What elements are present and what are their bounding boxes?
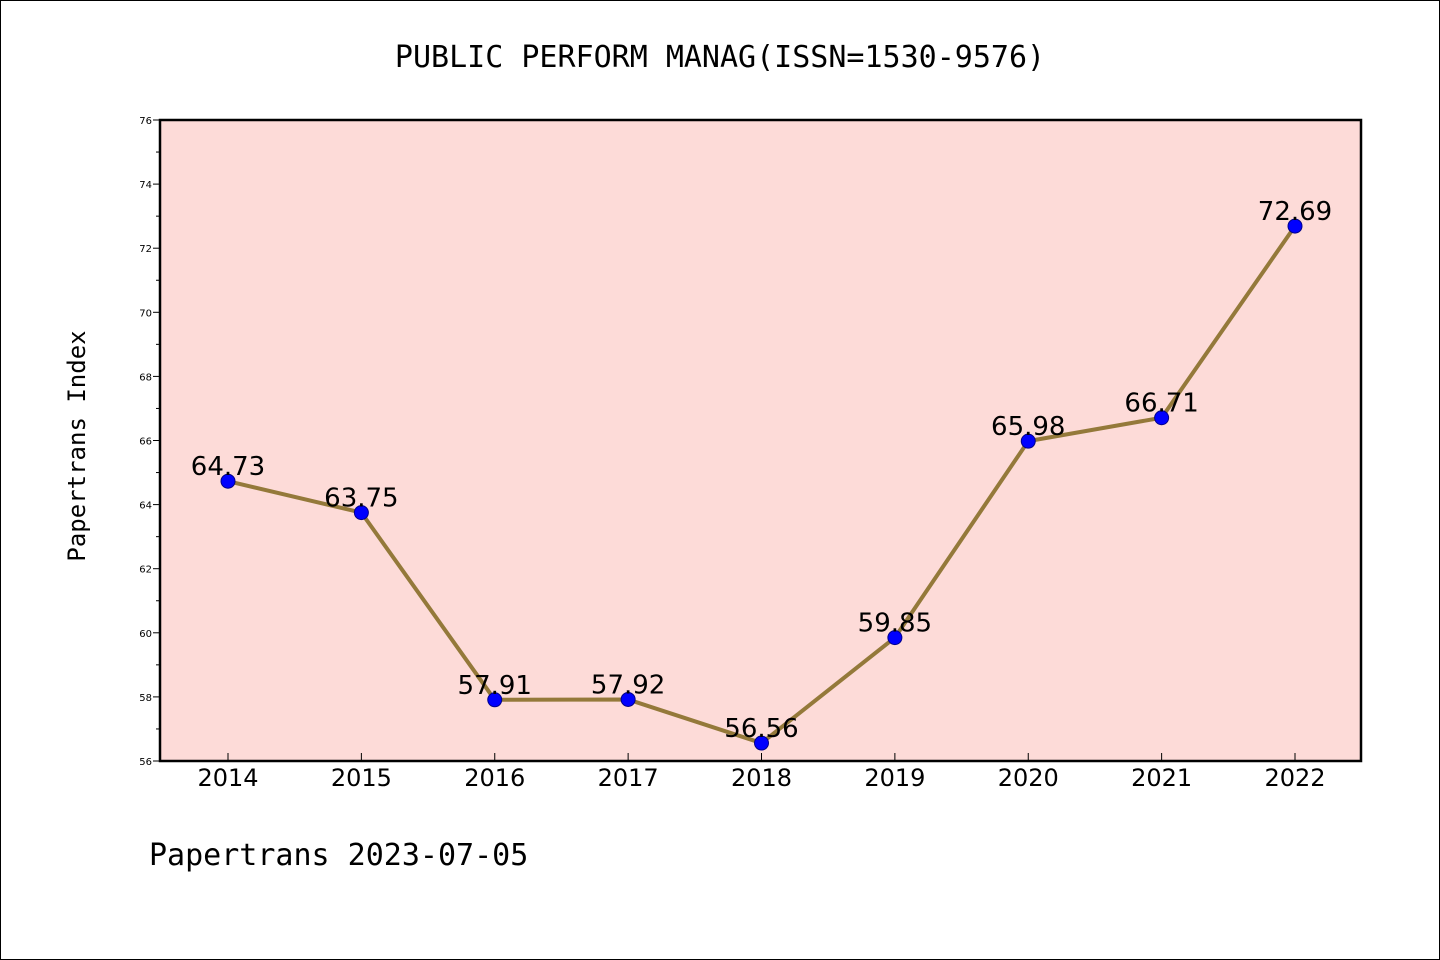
data-point bbox=[1287, 218, 1303, 234]
data-point bbox=[1154, 410, 1170, 426]
data-label: 64.73 bbox=[191, 452, 265, 482]
y-axis: 56 58 60 62 64 66 68 70 72 74 76 bbox=[139, 116, 160, 768]
footer-text: Papertrans 2023-07-05 bbox=[149, 838, 528, 873]
y-tick-label: 68 bbox=[139, 372, 152, 383]
x-tick-label: 2021 bbox=[1131, 764, 1192, 792]
y-tick-label: 70 bbox=[139, 308, 152, 319]
data-point bbox=[1020, 433, 1036, 449]
x-axis: 2014 2015 2016 2017 2018 2019 2020 2021 2022 bbox=[197, 753, 1326, 792]
chart-title: PUBLIC PERFORM MANAG(ISSN=1530-9576) bbox=[395, 40, 1045, 75]
data-label: 57.92 bbox=[591, 670, 665, 700]
plot-area bbox=[160, 120, 1361, 761]
y-tick-label: 58 bbox=[139, 693, 152, 704]
data-labels-group: 64.73 63.75 57.91 57.92 56.56 59.85 65.98 66.71… bbox=[191, 197, 1332, 744]
data-label: 66.71 bbox=[1124, 389, 1198, 419]
x-tick-label: 2019 bbox=[864, 764, 925, 792]
x-tick-label: 2017 bbox=[598, 764, 659, 792]
data-label: 56.56 bbox=[724, 714, 798, 744]
markers-group bbox=[220, 218, 1303, 751]
data-point bbox=[887, 630, 903, 646]
y-tick-label: 72 bbox=[139, 244, 152, 255]
data-point bbox=[620, 691, 636, 707]
x-tick-label: 2014 bbox=[197, 764, 258, 792]
data-point bbox=[487, 692, 503, 708]
y-tick-label: 64 bbox=[139, 501, 152, 512]
y-tick-label: 60 bbox=[139, 629, 152, 640]
y-axis-label: Papertrans Index bbox=[63, 330, 91, 561]
data-point bbox=[754, 735, 769, 751]
data-label: 63.75 bbox=[324, 484, 398, 514]
y-tick-label: 76 bbox=[139, 116, 152, 127]
y-tick-label: 62 bbox=[139, 565, 152, 576]
plot-frame bbox=[158, 118, 1363, 763]
data-point bbox=[220, 473, 236, 489]
y-tick-label: 56 bbox=[139, 757, 152, 768]
x-tick-label: 2018 bbox=[731, 764, 792, 792]
y-tick-label: 74 bbox=[139, 180, 152, 191]
data-label: 59.85 bbox=[858, 609, 932, 639]
x-tick-label: 2022 bbox=[1264, 764, 1325, 792]
data-point bbox=[353, 505, 369, 521]
data-label: 57.91 bbox=[458, 671, 532, 701]
y-tick-label: 66 bbox=[139, 437, 152, 448]
x-tick-label: 2020 bbox=[998, 764, 1059, 792]
x-tick-label: 2015 bbox=[331, 764, 392, 792]
data-label: 72.69 bbox=[1258, 197, 1332, 227]
data-label: 65.98 bbox=[991, 412, 1065, 442]
x-tick-label: 2016 bbox=[464, 764, 525, 792]
